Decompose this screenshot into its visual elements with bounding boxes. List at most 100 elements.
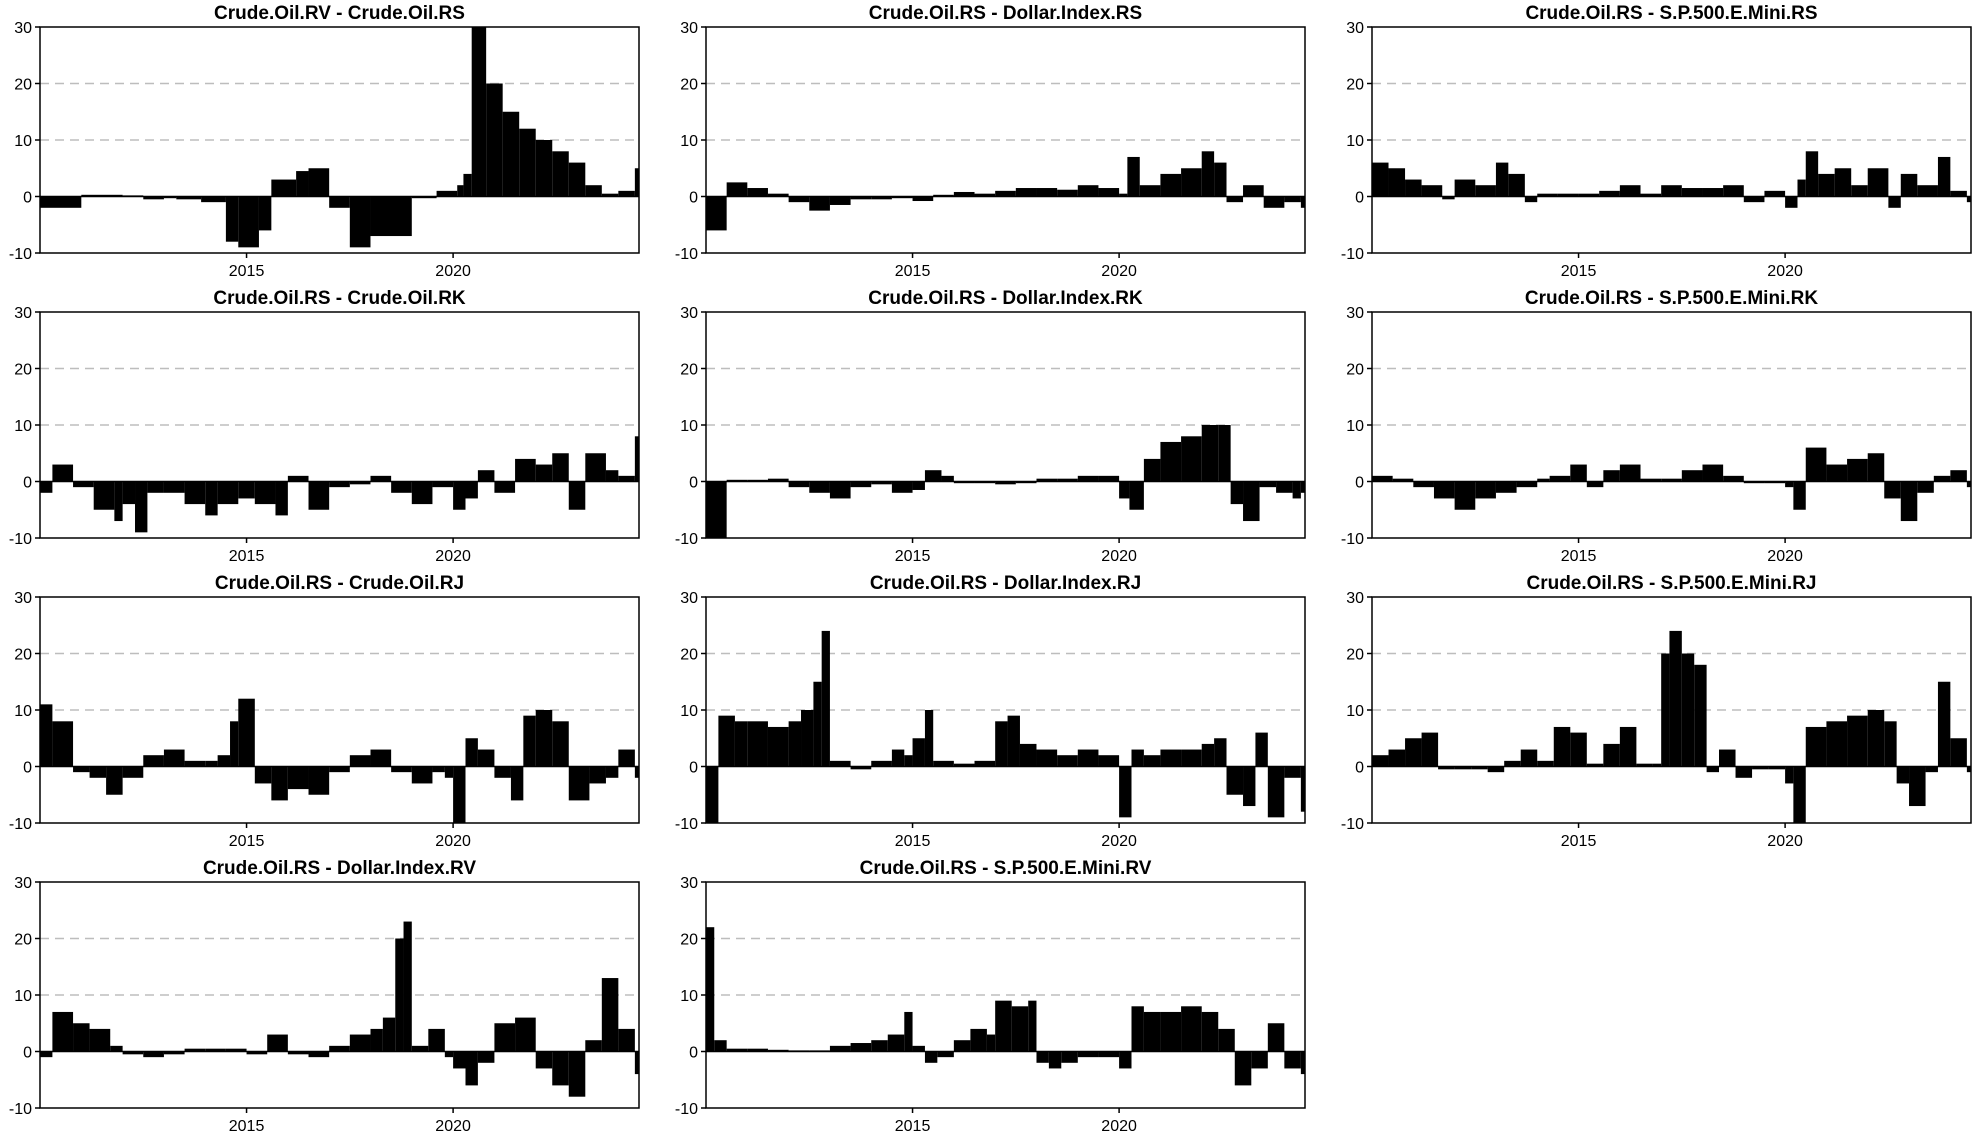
data-bar: [1619, 185, 1641, 197]
data-bar: [1255, 732, 1268, 767]
data-bar: [734, 721, 748, 767]
data-bar: [1143, 755, 1161, 767]
data-bar: [1834, 168, 1852, 197]
plot-frame: [705, 881, 1306, 1109]
data-bar: [1966, 766, 1971, 773]
data-bar: [1226, 196, 1244, 203]
data-bar: [767, 1049, 789, 1052]
data-bar: [1937, 681, 1951, 767]
data-bar: [1243, 766, 1256, 807]
data-bar: [1586, 481, 1604, 488]
data-bar: [1019, 743, 1037, 767]
data-bar: [1495, 162, 1509, 197]
data-bar: [1702, 464, 1724, 482]
data-bar: [850, 1043, 872, 1052]
data-bar: [1300, 196, 1305, 208]
panel-4: Crude.Oil.RS - Crude.Oil.RK -10 0 10 20 30 201…: [9, 288, 640, 565]
data-bar: [463, 173, 472, 197]
data-bar: [1636, 763, 1653, 767]
data-bar: [568, 1051, 586, 1097]
data-bar: [767, 726, 789, 767]
data-bar: [1909, 766, 1926, 807]
data-bar: [205, 1048, 226, 1052]
y-tick-label: 10: [1346, 133, 1364, 150]
data-bar: [1640, 478, 1662, 482]
data-bar: [370, 196, 412, 237]
data-bar: [1372, 475, 1393, 482]
data-bar: [535, 710, 553, 767]
data-bar: [1028, 1000, 1037, 1052]
data-bar: [184, 1048, 206, 1052]
panel-title: Crude.Oil.RS - Dollar.Index.RV: [203, 858, 476, 879]
y-tick-label: 0: [23, 475, 32, 492]
data-bar: [1867, 710, 1885, 767]
x-tick-label: 2020: [435, 833, 471, 850]
data-bar: [1661, 653, 1670, 767]
y-tick-label: 0: [23, 1045, 32, 1062]
y-tick-label: 20: [1346, 77, 1364, 94]
data-bar: [1048, 1051, 1062, 1069]
data-bar: [953, 763, 975, 767]
data-bar: [225, 1048, 247, 1052]
data-bar: [1851, 185, 1868, 197]
data-bar: [1553, 726, 1571, 767]
data-bar: [143, 1051, 164, 1058]
data-bar: [1896, 766, 1910, 784]
data-bar: [937, 1051, 954, 1058]
data-bar: [850, 766, 872, 770]
x-tick-label: 2015: [229, 548, 265, 565]
x-tick-label: 2015: [229, 1118, 265, 1131]
data-bar: [349, 755, 371, 767]
data-bar: [1826, 721, 1848, 767]
data-bar: [1619, 464, 1641, 482]
data-bar: [1143, 1011, 1161, 1052]
y-tick-label: 20: [1346, 362, 1364, 379]
data-bar: [1937, 156, 1951, 197]
data-bar: [788, 721, 802, 767]
data-bar: [1950, 738, 1967, 767]
data-bar: [767, 478, 789, 482]
data-bar: [618, 190, 635, 197]
x-tick-label: 2020: [1767, 833, 1803, 850]
data-bar: [238, 196, 259, 248]
data-bar: [89, 1028, 111, 1052]
data-bar: [1785, 481, 1794, 488]
y-tick-label: 10: [680, 418, 698, 435]
data-bar: [1925, 766, 1938, 773]
data-bar: [706, 481, 727, 538]
data-bar: [1405, 738, 1422, 767]
data-bar: [217, 755, 231, 767]
data-bar: [267, 1034, 288, 1052]
data-bar: [73, 766, 90, 773]
data-bar: [1263, 196, 1285, 208]
y-tick-label: -10: [675, 531, 698, 548]
y-tick-label: 0: [23, 760, 32, 777]
data-bar: [601, 193, 619, 197]
y-tick-label: 30: [14, 875, 32, 892]
data-bar: [714, 1040, 727, 1052]
y-tick-label: 30: [680, 590, 698, 607]
data-bar: [995, 481, 1016, 485]
data-bar: [605, 470, 619, 482]
data-bar: [411, 196, 437, 199]
data-bar: [1421, 732, 1439, 767]
data-bar: [1234, 1051, 1252, 1086]
data-bar: [143, 196, 164, 200]
data-bar: [1475, 185, 1496, 197]
data-bar: [1888, 196, 1901, 208]
y-tick-label: -10: [1341, 816, 1364, 833]
y-tick-label: 0: [689, 1045, 698, 1062]
y-tick-label: -10: [675, 1101, 698, 1118]
data-bar: [552, 151, 569, 197]
data-bar: [747, 188, 768, 197]
y-tick-label: 0: [689, 475, 698, 492]
data-bar: [147, 481, 164, 493]
data-bar: [308, 168, 330, 197]
data-bar: [829, 1045, 851, 1052]
data-bar: [52, 1011, 74, 1052]
data-bar: [73, 481, 94, 488]
data-bar: [1764, 481, 1786, 484]
data-bar: [1284, 766, 1301, 778]
data-bar: [403, 921, 412, 1052]
panel-title: Crude.Oil.RS - Crude.Oil.RJ: [215, 573, 464, 594]
